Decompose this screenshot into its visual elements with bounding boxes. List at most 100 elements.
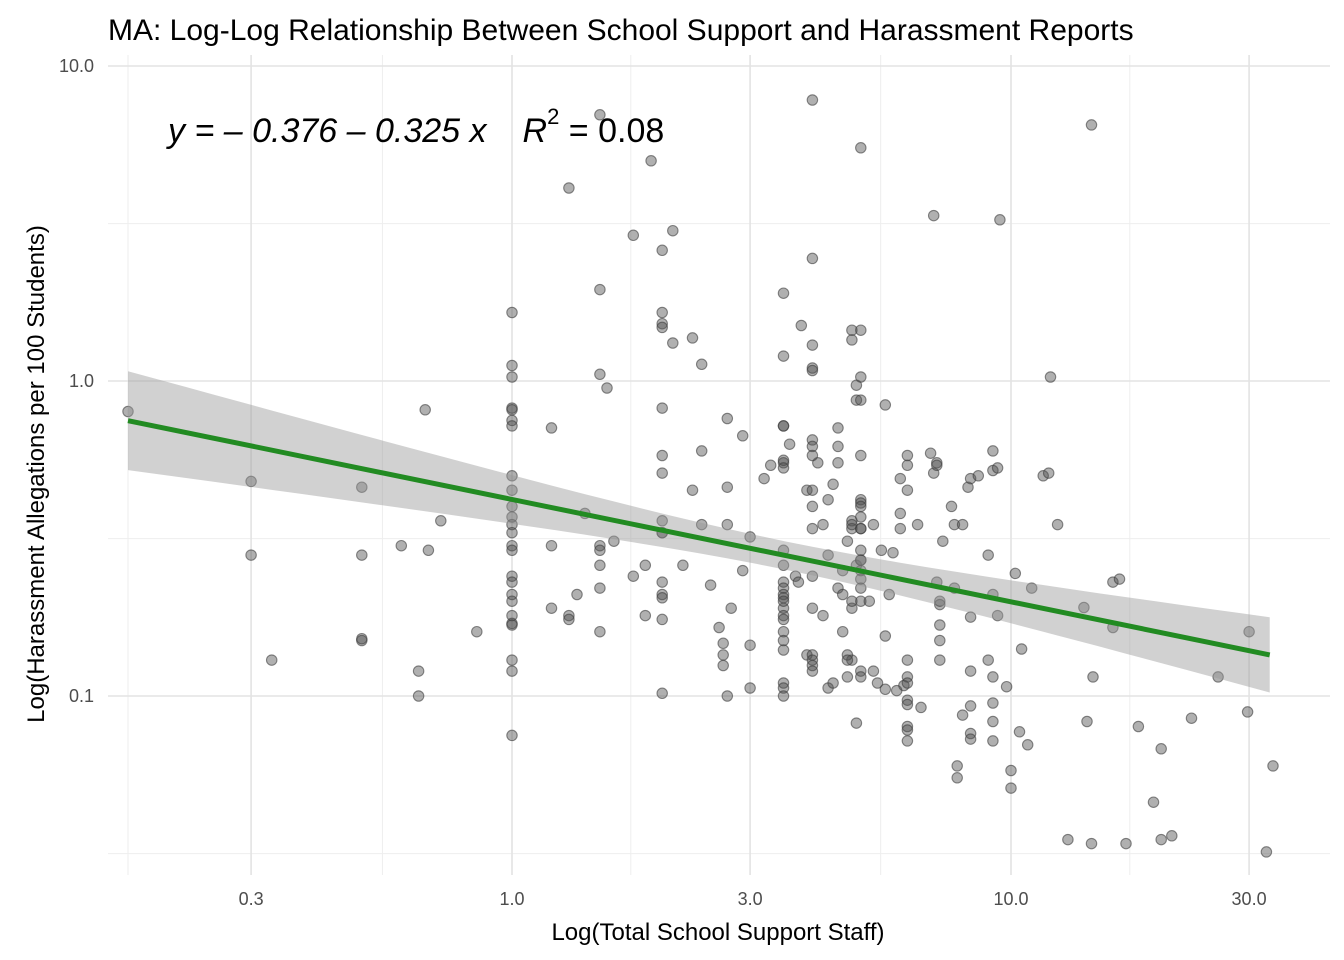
data-point <box>656 402 668 414</box>
data-point <box>789 570 802 582</box>
data-point <box>356 549 368 561</box>
data-point <box>245 475 257 488</box>
data-point <box>1078 601 1090 614</box>
data-point <box>677 559 689 572</box>
data-point <box>736 564 749 577</box>
data-point <box>356 632 368 645</box>
equation-text: y = – 0.376 – 0.325 x <box>166 112 488 150</box>
data-point <box>855 544 867 557</box>
data-point <box>964 611 977 623</box>
data-point <box>571 588 583 601</box>
data-point <box>931 459 943 472</box>
data-point <box>506 729 518 742</box>
data-point <box>1185 712 1198 724</box>
data-point <box>563 613 575 626</box>
x-tick-label: 10.0 <box>993 889 1028 909</box>
data-point <box>806 364 819 377</box>
data-point <box>545 422 558 434</box>
data-point <box>863 595 876 607</box>
data-point <box>506 359 518 372</box>
data-point <box>901 720 914 733</box>
data-point <box>1005 764 1017 777</box>
data-point <box>1147 796 1160 808</box>
data-point <box>639 559 652 572</box>
data-point <box>744 531 756 543</box>
data-point <box>887 546 899 559</box>
data-point <box>937 535 949 547</box>
data-point <box>987 735 999 747</box>
data-point <box>601 382 613 394</box>
data-point <box>686 332 699 344</box>
x-tick-label: 3.0 <box>738 889 763 909</box>
data-point <box>777 690 790 702</box>
data-point <box>964 733 977 745</box>
data-point <box>594 559 606 572</box>
data-point <box>795 319 808 332</box>
data-point <box>412 665 425 677</box>
data-point <box>412 690 425 702</box>
data-point <box>806 602 819 614</box>
data-point <box>832 422 844 434</box>
data-point <box>506 544 518 557</box>
data-point <box>777 609 790 622</box>
data-point <box>867 665 880 677</box>
data-point <box>656 321 668 334</box>
y-tick-label: 0.1 <box>69 686 94 706</box>
data-point <box>806 570 819 582</box>
data-point <box>1051 518 1064 531</box>
data-point <box>806 339 819 351</box>
data-point <box>713 621 725 634</box>
data-point <box>841 535 854 547</box>
data-point <box>855 573 867 585</box>
data-point <box>506 576 518 588</box>
data-point <box>879 399 892 411</box>
data-point <box>982 654 994 666</box>
data-point <box>855 142 867 154</box>
major-gridlines-y <box>108 65 1330 697</box>
data-point <box>850 717 863 729</box>
data-point <box>777 559 790 572</box>
data-point <box>594 582 606 594</box>
data-point <box>545 602 558 614</box>
data-point <box>656 317 668 330</box>
data-point <box>832 457 844 469</box>
data-point <box>506 470 518 482</box>
data-point <box>1087 671 1099 683</box>
data-point <box>1107 576 1119 588</box>
data-point <box>948 518 961 531</box>
data-point <box>656 592 668 604</box>
data-point <box>806 484 819 496</box>
data-point <box>901 694 914 706</box>
data-point <box>792 576 805 588</box>
data-point <box>879 683 892 696</box>
data-point <box>1005 782 1017 794</box>
data-point <box>1155 833 1167 846</box>
data-point <box>1120 837 1132 850</box>
data-point <box>806 440 819 453</box>
data-point <box>545 539 558 552</box>
data-point <box>855 371 867 383</box>
data-point <box>855 582 867 594</box>
data-point <box>901 724 914 736</box>
data-point <box>594 109 606 121</box>
data-point <box>1021 739 1034 751</box>
data-point <box>506 570 518 582</box>
data-point <box>594 368 606 381</box>
data-point <box>686 484 699 496</box>
y-axis-title: Log(Harassment Allegations per 100 Stude… <box>23 225 50 723</box>
data-point <box>1212 671 1224 683</box>
data-point <box>836 625 849 638</box>
data-point <box>356 481 368 493</box>
data-point <box>806 522 819 535</box>
data-point <box>855 511 867 523</box>
data-point <box>506 371 518 383</box>
data-point <box>894 522 907 535</box>
data-point <box>667 337 679 349</box>
data-point <box>656 467 668 479</box>
data-point <box>901 459 914 472</box>
data-point <box>901 484 914 496</box>
data-point <box>777 644 790 656</box>
data-point <box>855 394 867 406</box>
data-point <box>846 522 858 535</box>
